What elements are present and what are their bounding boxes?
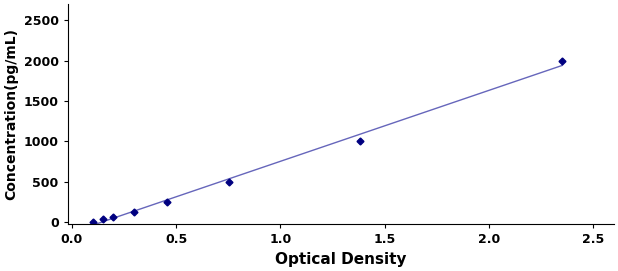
X-axis label: Optical Density: Optical Density <box>275 252 407 267</box>
Y-axis label: Concentration(pg/mL): Concentration(pg/mL) <box>4 28 18 200</box>
